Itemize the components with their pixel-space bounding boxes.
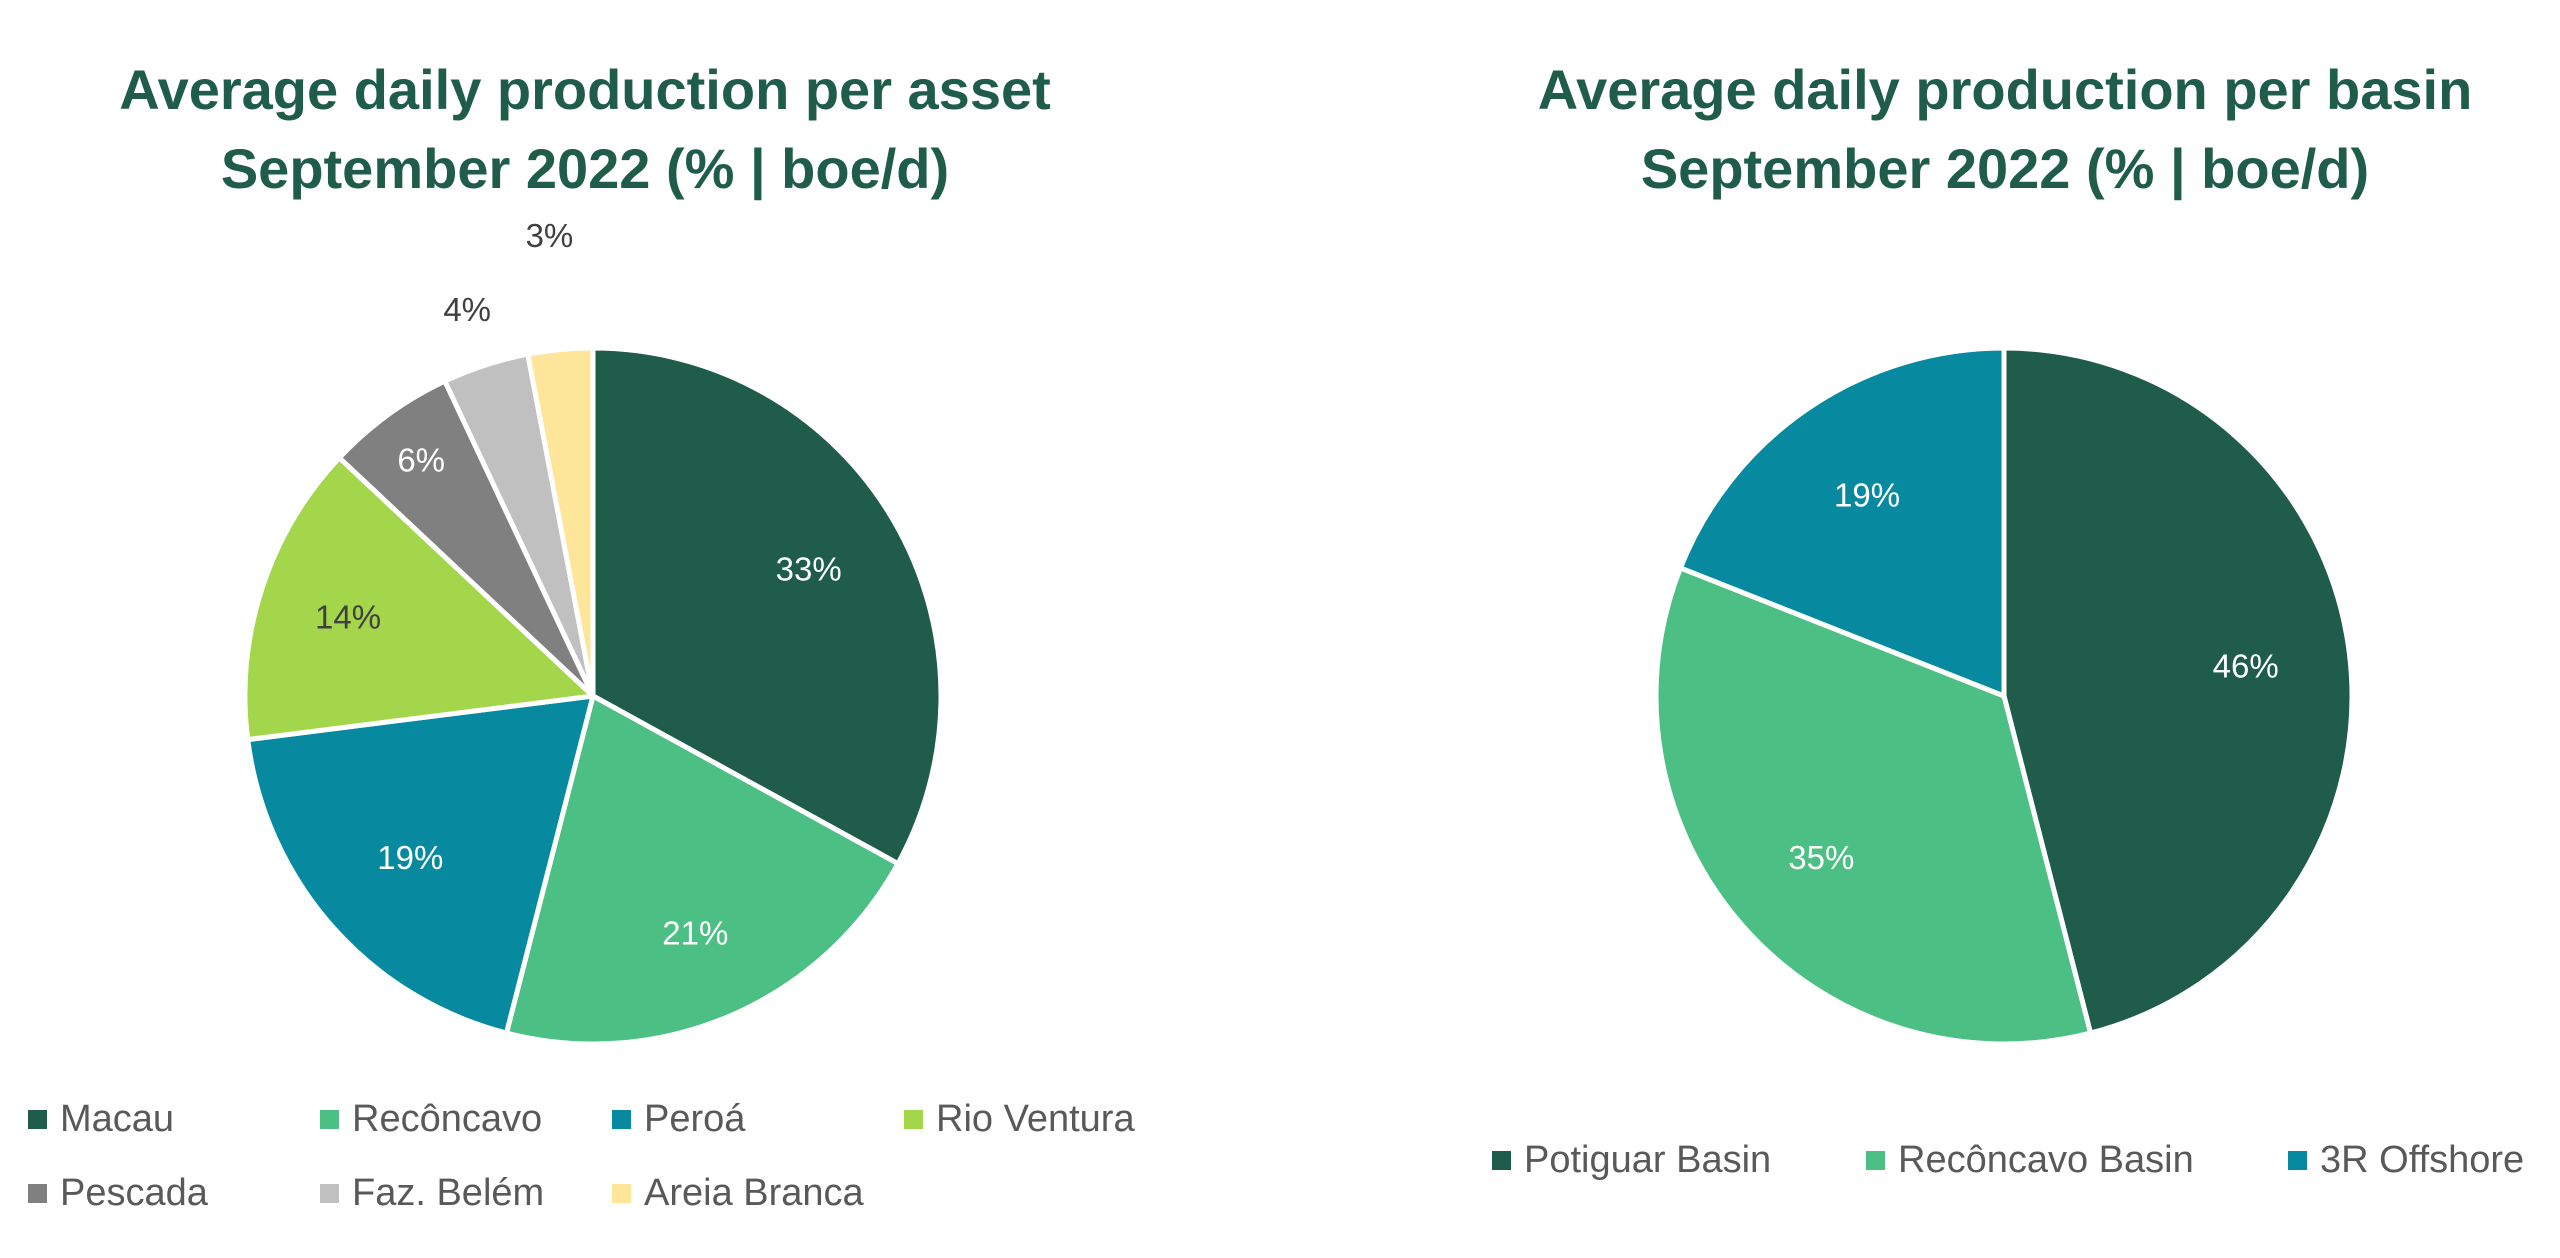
legend-swatch: [28, 1110, 47, 1129]
legend-swatch: [2288, 1151, 2307, 1170]
legend-item-rio-ventura: Rio Ventura: [904, 1098, 1135, 1140]
asset-legend: Macau Recôncavo Peroá Rio Ventura Pescada Faz…: [28, 1098, 1135, 1214]
legend-item-reconcavo-basin: Recôncavo Basin: [1866, 1139, 2194, 1181]
legend-item-3r-offshore: 3R Offshore: [2288, 1139, 2524, 1181]
chart-title-line-2: September 2022 (% | boe/d): [221, 137, 949, 201]
legend-item-pescada: Pescada: [28, 1172, 209, 1214]
pie-slice-areia-branca: [525, 345, 596, 699]
legend-swatch: [320, 1110, 339, 1129]
legend-item-peroa: Peroá: [612, 1098, 746, 1140]
legend-label: Areia Branca: [644, 1172, 865, 1214]
pie-slice-reconcavo: [503, 693, 901, 1047]
legend-label: Faz. Belém: [352, 1172, 544, 1214]
legend-label: Macau: [60, 1098, 174, 1140]
legend-label: Recôncavo Basin: [1898, 1139, 2194, 1181]
basin-pie-chart: Average daily production per basin Septe…: [1492, 58, 2524, 1181]
legend-label: Rio Ventura: [936, 1098, 1135, 1140]
data-label-reconcavo: 21%: [662, 914, 728, 951]
legend-item-macau: Macau: [28, 1098, 174, 1140]
data-label-potiguar-basin: 46%: [2213, 647, 2279, 684]
legend-item-potiguar-basin: Potiguar Basin: [1492, 1139, 1771, 1181]
pie-slice-3r-offshore: [1677, 345, 2007, 699]
legend-label: Peroá: [644, 1098, 746, 1140]
data-label-reconcavo-basin: 35%: [1788, 839, 1854, 876]
legend-item-areia-branca: Areia Branca: [612, 1172, 865, 1214]
legend-swatch: [1492, 1151, 1511, 1170]
data-label-faz-belem: 4%: [443, 291, 491, 328]
data-label-pescada: 6%: [397, 442, 445, 479]
data-label-areia-branca: 3%: [526, 217, 574, 254]
legend-label: Potiguar Basin: [1524, 1139, 1771, 1181]
pie-slice-potiguar-basin: [2001, 345, 2355, 1036]
data-label-rio-ventura: 14%: [315, 598, 381, 635]
pie-slice-rio-ventura: [242, 455, 596, 743]
legend-label: 3R Offshore: [2320, 1139, 2524, 1181]
pie-slice-pescada: [336, 378, 596, 699]
pie-slice-reconcavo-basin: [1653, 565, 2094, 1047]
asset-pie-chart: Average daily production per asset Septe…: [28, 58, 1135, 1214]
asset-pie: 33% 21% 19% 14% 6% 4% 3%: [242, 217, 944, 1047]
basin-legend: Potiguar Basin Recôncavo Basin 3R Offshore: [1492, 1139, 2524, 1181]
legend-swatch: [904, 1110, 923, 1129]
legend-swatch: [28, 1184, 47, 1203]
legend-item-faz-belem: Faz. Belém: [320, 1172, 544, 1214]
data-label-3r-offshore: 19%: [1834, 477, 1900, 514]
legend-swatch: [1866, 1151, 1885, 1170]
pie-slice-peroa: [245, 693, 596, 1036]
legend-label: Recôncavo: [352, 1098, 542, 1140]
basin-pie: 46% 35% 19%: [1653, 345, 2355, 1047]
legend-swatch: [612, 1110, 631, 1129]
legend-item-reconcavo: Recôncavo: [320, 1098, 542, 1140]
chart-title-line-1: Average daily production per basin: [1538, 58, 2473, 121]
legend-swatch: [612, 1184, 631, 1203]
legend-label: Pescada: [60, 1172, 209, 1214]
chart-title-line-1: Average daily production per asset: [119, 58, 1051, 121]
chart-title-line-2: September 2022 (% | boe/d): [1641, 137, 2369, 201]
legend-swatch: [320, 1184, 339, 1203]
data-label-peroa: 19%: [377, 839, 443, 876]
data-label-macau: 33%: [776, 550, 842, 587]
pie-slice-macau: [590, 345, 944, 867]
